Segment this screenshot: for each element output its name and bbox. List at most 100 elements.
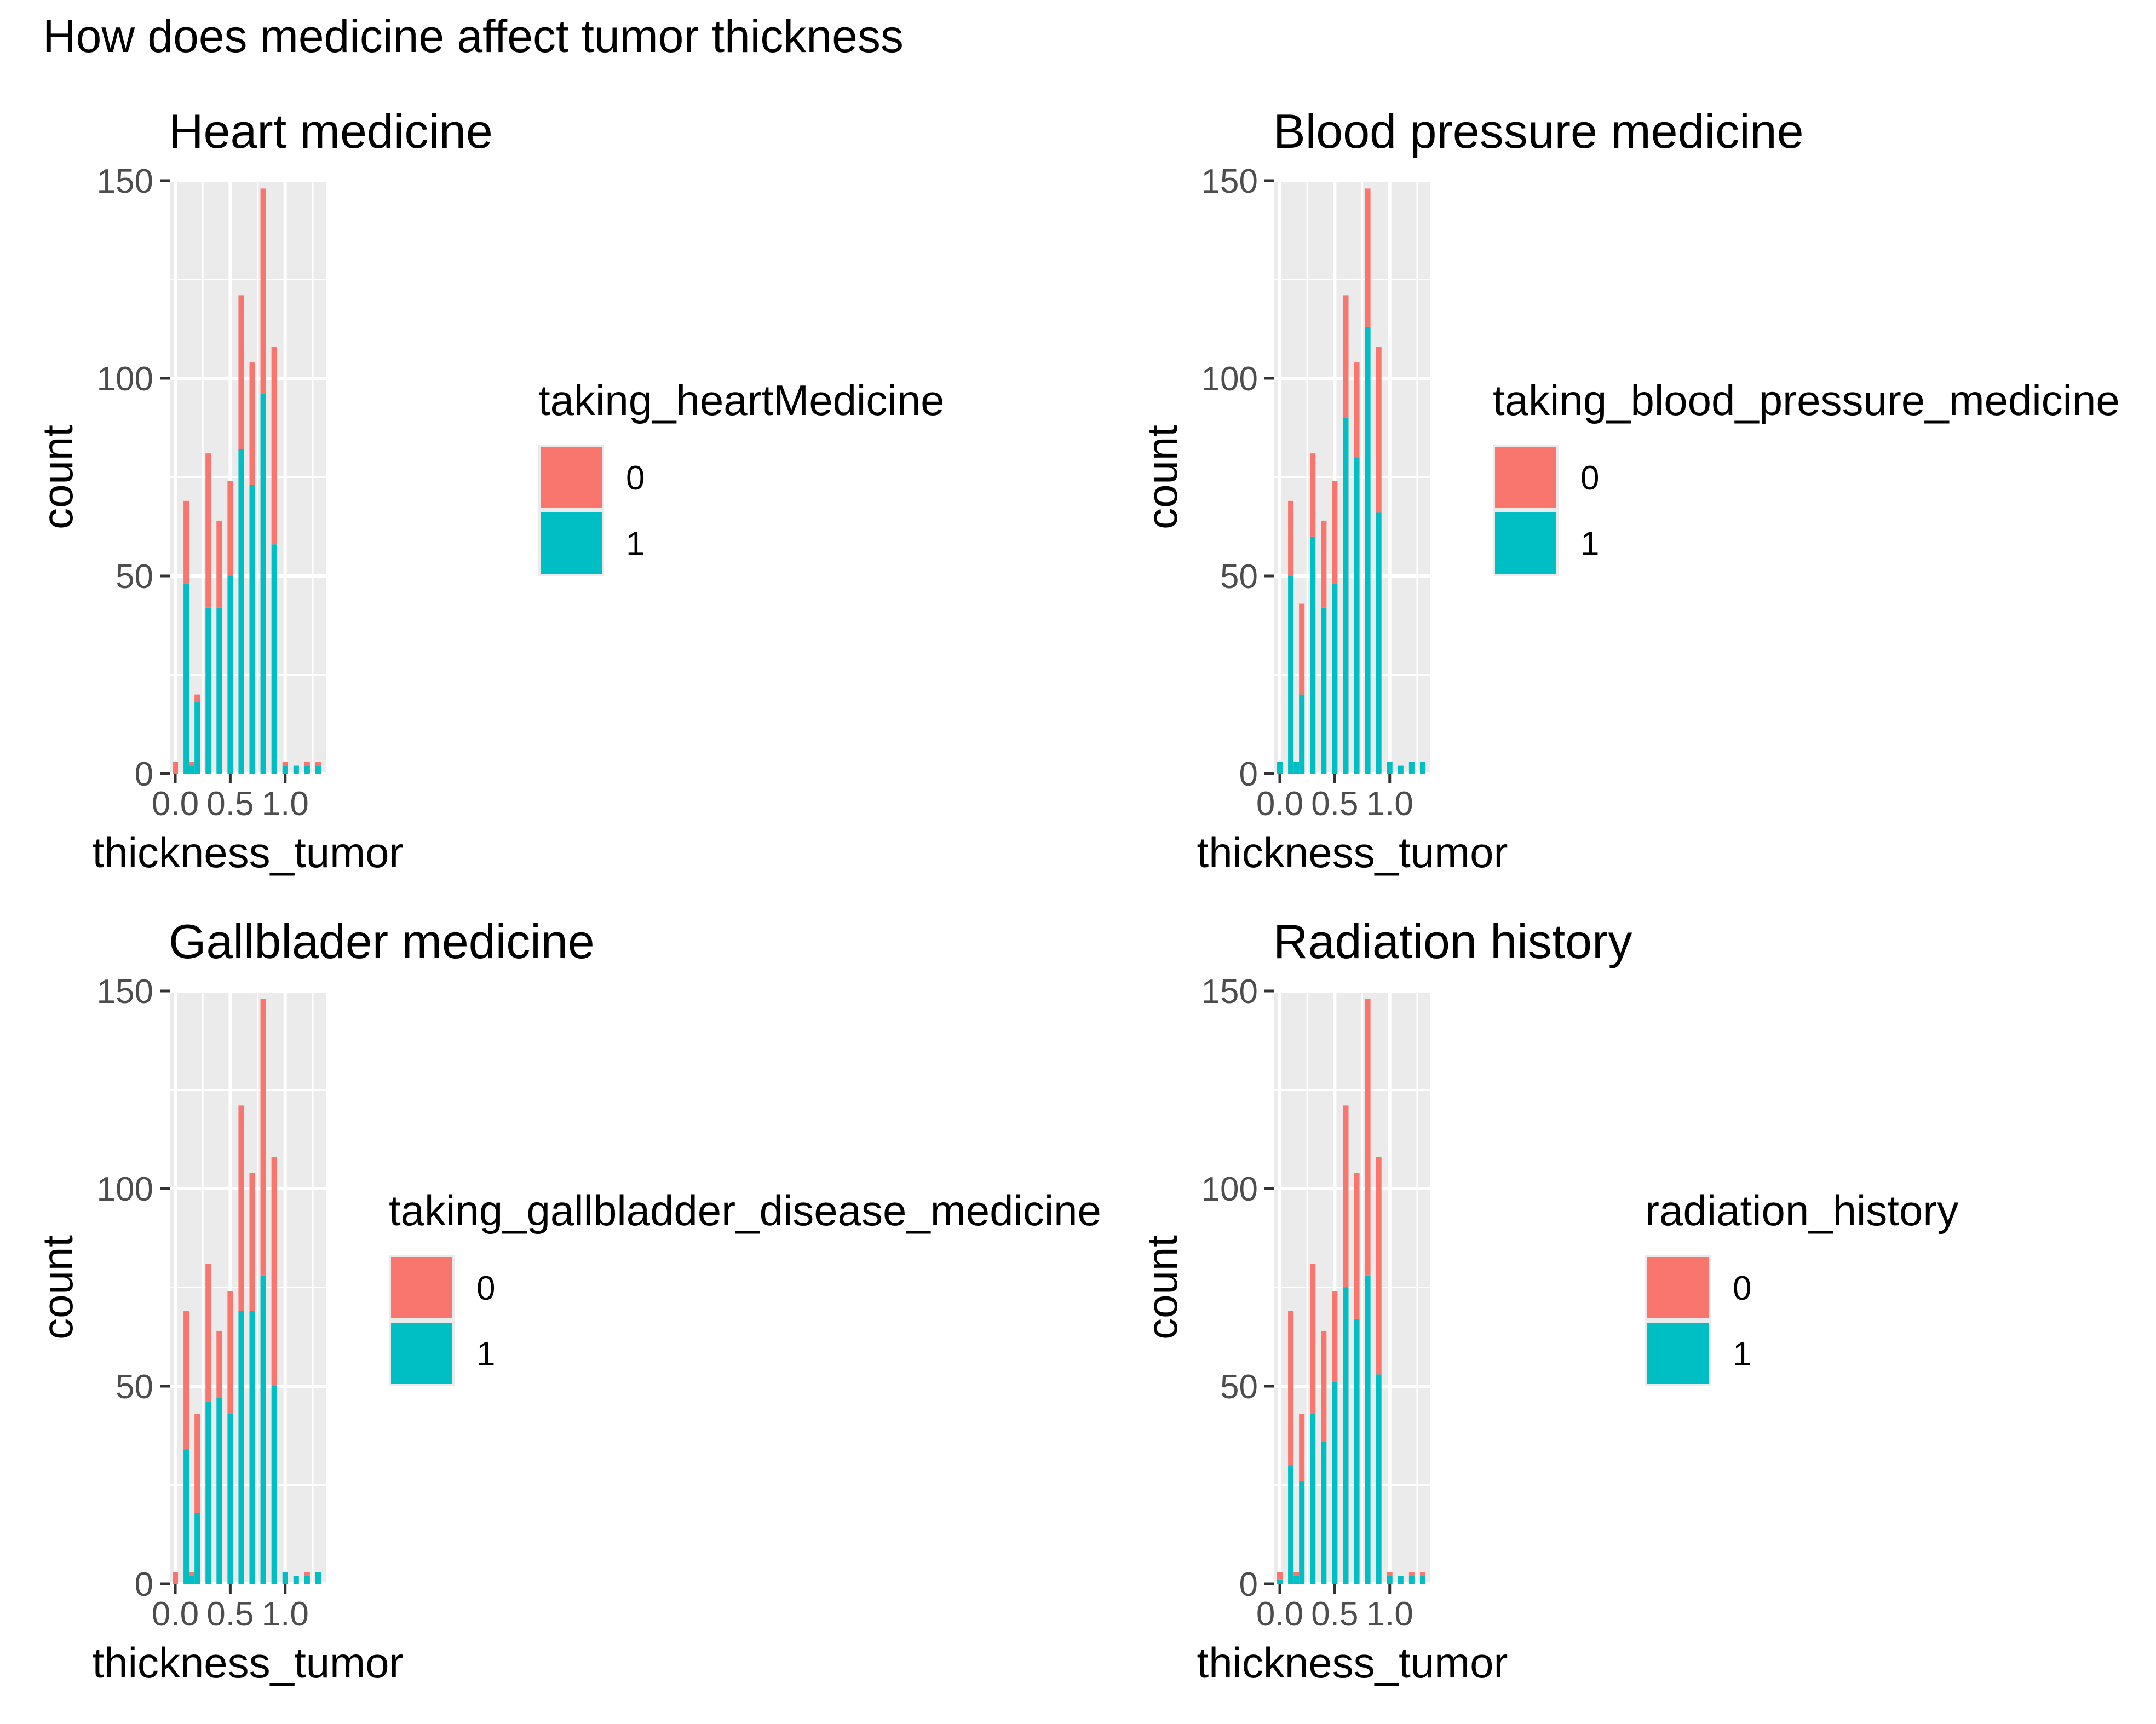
panel-title: Gallblader medicine xyxy=(169,914,595,968)
x-axis-label: thickness_tumor xyxy=(1197,828,1508,877)
legend-entry-label: 1 xyxy=(1580,525,1599,563)
bar-segment-0 xyxy=(1408,1572,1415,1576)
y-tick-label: 50 xyxy=(1220,1368,1258,1406)
x-tick-label: 1.0 xyxy=(262,1595,309,1633)
legend-entry-label: 1 xyxy=(626,525,645,563)
y-tick-label: 100 xyxy=(1201,1171,1258,1208)
bar-segment-0 xyxy=(1332,1291,1338,1382)
bar-segment-0 xyxy=(1299,603,1305,695)
bar-segment-0 xyxy=(205,1264,211,1402)
bar-segment-1 xyxy=(216,1398,222,1584)
x-axis-label: thickness_tumor xyxy=(1197,1639,1508,1687)
bar-segment-1 xyxy=(1321,607,1327,774)
chart-panel: Blood pressure medicine 0 50 100 150 0.0 0.5 1.… xyxy=(1138,104,2120,877)
bar-segment-1 xyxy=(1299,694,1305,774)
bar-segment-0 xyxy=(249,362,255,485)
bar-segment-0 xyxy=(1288,500,1294,576)
y-tick-label: 100 xyxy=(97,1171,153,1208)
bar-segment-1 xyxy=(1408,762,1415,774)
bar-segment-1 xyxy=(189,1576,195,1584)
bar-segment-1 xyxy=(1365,327,1371,774)
chart-panel: Heart medicine 0 50 100 150 0.0 0.5 1.0 thicknes… xyxy=(33,104,944,877)
figure-title: How does medicine affect tumor thickness xyxy=(43,10,904,62)
legend-key-swatch xyxy=(541,447,602,508)
legend-entry-label: 1 xyxy=(476,1335,495,1373)
bar-segment-0 xyxy=(1343,1105,1349,1288)
bar-segment-0 xyxy=(1354,362,1360,458)
bar-segment-1 xyxy=(216,607,222,774)
bar-segment-0 xyxy=(194,1414,200,1513)
bar-segment-1 xyxy=(1419,762,1425,774)
panel-title: Radiation history xyxy=(1273,914,1632,968)
y-axis-label: count xyxy=(33,425,82,529)
y-axis-label: count xyxy=(33,1235,82,1340)
bar-segment-1 xyxy=(1293,1576,1300,1584)
bar-segment-1 xyxy=(315,765,321,774)
legend-key-swatch xyxy=(1647,1257,1709,1318)
y-tick-label: 150 xyxy=(1201,973,1258,1011)
y-tick-label: 0 xyxy=(1239,1566,1258,1604)
legend-entry-label: 0 xyxy=(1580,459,1599,497)
bar-segment-0 xyxy=(194,694,200,703)
bar-segment-1 xyxy=(205,1402,211,1584)
bar-segment-0 xyxy=(249,1173,255,1311)
bar-segment-0 xyxy=(1277,1572,1283,1580)
bar-segment-0 xyxy=(1343,295,1349,418)
bar-segment-0 xyxy=(1419,1572,1425,1576)
panel-title: Blood pressure medicine xyxy=(1273,104,1804,158)
bar-segment-0 xyxy=(1365,999,1371,1276)
bar-segment-0 xyxy=(1321,520,1327,608)
bar-segment-1 xyxy=(183,584,189,774)
bar-segment-1 xyxy=(1419,1576,1425,1584)
bar-segment-1 xyxy=(227,576,233,774)
y-tick-label: 150 xyxy=(97,163,153,200)
x-tick-label: 0.5 xyxy=(206,1595,254,1633)
bar-segment-0 xyxy=(260,999,266,1276)
x-tick-label: 0.0 xyxy=(152,785,199,823)
bar-segment-1 xyxy=(260,394,266,774)
bar-segment-0 xyxy=(1387,1572,1393,1576)
bar-segment-1 xyxy=(183,1449,189,1584)
bar-segment-1 xyxy=(282,765,288,774)
bar-segment-0 xyxy=(183,1311,189,1450)
y-tick-label: 100 xyxy=(1201,360,1258,398)
bar-segment-1 xyxy=(293,765,299,774)
bar-segment-0 xyxy=(189,1572,195,1576)
bar-segment-1 xyxy=(1321,1442,1327,1584)
bar-segment-1 xyxy=(304,1576,310,1584)
bar-segment-0 xyxy=(227,1291,233,1414)
legend-entry-label: 1 xyxy=(1733,1335,1751,1373)
bar-segment-1 xyxy=(205,607,211,774)
bar-segment-1 xyxy=(1376,512,1382,774)
y-axis-label: count xyxy=(1138,1235,1186,1340)
bar-segment-0 xyxy=(1321,1330,1327,1442)
bar-segment-0 xyxy=(1299,1414,1305,1481)
legend-title: taking_heartMedicine xyxy=(538,376,944,424)
y-tick-label: 50 xyxy=(116,1368,153,1406)
bar-segment-1 xyxy=(315,1572,321,1584)
bar-segment-0 xyxy=(216,520,222,608)
y-tick-label: 0 xyxy=(135,1566,153,1604)
bar-segment-1 xyxy=(249,1311,255,1584)
bar-segment-0 xyxy=(173,1572,179,1584)
bar-segment-1 xyxy=(189,765,195,774)
legend-entry-label: 0 xyxy=(476,1270,495,1307)
x-tick-label: 1.0 xyxy=(1366,1595,1413,1633)
legend-key-swatch xyxy=(1495,447,1556,508)
y-tick-label: 100 xyxy=(97,360,153,398)
bar-segment-1 xyxy=(1354,457,1360,774)
bar-segment-1 xyxy=(227,1414,233,1584)
bar-segment-1 xyxy=(271,544,277,774)
legend-title: radiation_history xyxy=(1645,1186,1958,1235)
bar-segment-0 xyxy=(304,1572,310,1576)
bar-segment-1 xyxy=(1310,536,1316,774)
bar-segment-0 xyxy=(271,347,277,545)
bar-segment-1 xyxy=(1277,1579,1283,1584)
bar-segment-1 xyxy=(1376,1374,1382,1584)
y-tick-label: 0 xyxy=(1239,756,1258,793)
x-tick-label: 1.0 xyxy=(1366,785,1413,823)
bar-segment-0 xyxy=(238,1105,244,1311)
bar-segment-0 xyxy=(183,500,189,584)
